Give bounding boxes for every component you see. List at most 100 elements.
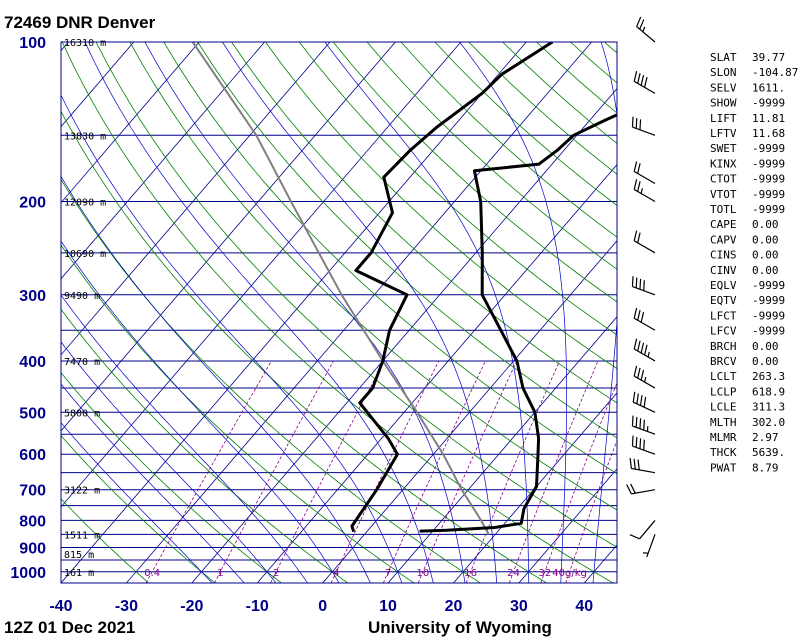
barb-flag [635,416,638,428]
mixing-ratio-line [145,360,272,583]
height-label: 5800 m [64,408,100,419]
barb-flag [636,16,642,27]
temperature-tick-label: 10 [379,598,397,615]
wind-barb [636,16,656,43]
index-value: -9999 [752,325,785,338]
index-key: SELV [710,81,737,94]
moist-adiabat-line [84,42,434,583]
barb-flag [631,415,634,427]
barb-flag [644,344,648,356]
index-key: THCK [710,446,737,459]
mixing-ratio-line [508,360,599,583]
barb-flag [629,534,640,540]
index-value: -9999 [752,142,785,155]
barb-flag [637,367,641,379]
dry-adiabat-line [61,308,348,583]
pressure-tick-label: 600 [19,447,46,464]
barb-flag [631,276,634,287]
isotherm-line [61,42,265,280]
index-key: MLMR [710,431,737,444]
index-value: -9999 [752,188,785,201]
barb-flag [633,179,638,190]
barb-flag [643,396,647,408]
barb-flag [639,19,645,30]
index-key: CINV [710,264,737,277]
dry-adiabat-line [61,434,216,583]
dry-adiabat-line [61,371,282,583]
barb-flag [633,458,636,470]
barb-flag [637,232,641,243]
wind-barb [633,338,656,362]
sounding-curves [191,42,617,535]
isotherm-line [518,468,617,583]
height-label: 10690 m [64,249,106,260]
height-label: 13830 m [64,131,106,142]
wind-barb [632,391,656,413]
barb-flag [639,438,642,449]
index-key: PWAT [710,461,737,474]
dewpoint-line [350,42,554,533]
index-value: 302.0 [752,416,785,429]
wind-barb [633,230,656,254]
index-value: 0.00 [752,233,779,246]
mixing-ratio-line [417,360,518,583]
wind-barbs [626,16,656,558]
wind-barb [626,483,656,495]
barb-flag [640,311,645,323]
index-key: CAPE [710,218,737,231]
barb-flag [626,484,632,495]
wind-barb [631,415,656,435]
pressure-tick-label: 1000 [10,565,46,582]
dry-adiabat-line [468,42,617,175]
barb-flag [644,77,648,88]
wind-barb [631,116,656,136]
index-key: KINX [710,157,737,170]
wind-barb [629,458,656,474]
mixing-ratio-line [330,360,440,583]
moist-adiabat-line [222,42,498,583]
barb-flag [635,436,638,448]
moist-adiabat-line [459,42,567,583]
temperature-tick-label: -40 [49,598,72,615]
index-value: 5639. [752,446,785,459]
height-label: 9490 m [64,291,100,302]
height-label: 16310 m [64,38,106,49]
mixing-ratio-label: 7 [385,568,391,579]
index-value: 311.3 [752,401,785,414]
isotherm-line [61,42,135,128]
mixing-ratio-label: 40g/kg [552,568,587,579]
moist-adiabat-line [61,422,213,583]
index-key: VTOT [710,188,737,201]
pressure-tick-label: 100 [19,35,46,52]
height-label: 7470 m [64,357,100,368]
mixing-ratio-label: 16 [464,568,477,579]
isotherm-line [0,42,3,583]
isotherm-line [61,42,69,52]
mixing-ratio-line [565,439,617,583]
moist-adiabat-line [61,341,277,583]
barb-flag [631,116,634,128]
barb-flag [629,458,632,469]
index-value: 8.79 [752,461,779,474]
isotherm-line [322,240,617,583]
barb-flag [633,71,638,82]
temperature-tick-label: -10 [246,598,269,615]
index-value: 0.00 [752,355,779,368]
pressure-tick-label: 500 [19,405,46,422]
mixing-ratio-line [540,381,617,583]
mixing-ratio-label: 0.4 [144,568,160,579]
dry-adiabat-line [61,498,149,583]
isotherm-line [61,42,200,204]
index-value: -9999 [752,279,785,292]
mixing-ratio-line [382,360,486,583]
barb-flag [633,161,638,172]
moist-adiabat-line [592,42,617,583]
isotherm-line [61,42,331,356]
parcel-path-line [191,42,490,535]
index-key: CAPV [710,233,737,246]
barb-flag [636,393,639,404]
credit-text: University of Wyoming [368,618,552,637]
dry-adiabat-line [61,178,481,583]
mixing-ratio-line [270,360,385,583]
